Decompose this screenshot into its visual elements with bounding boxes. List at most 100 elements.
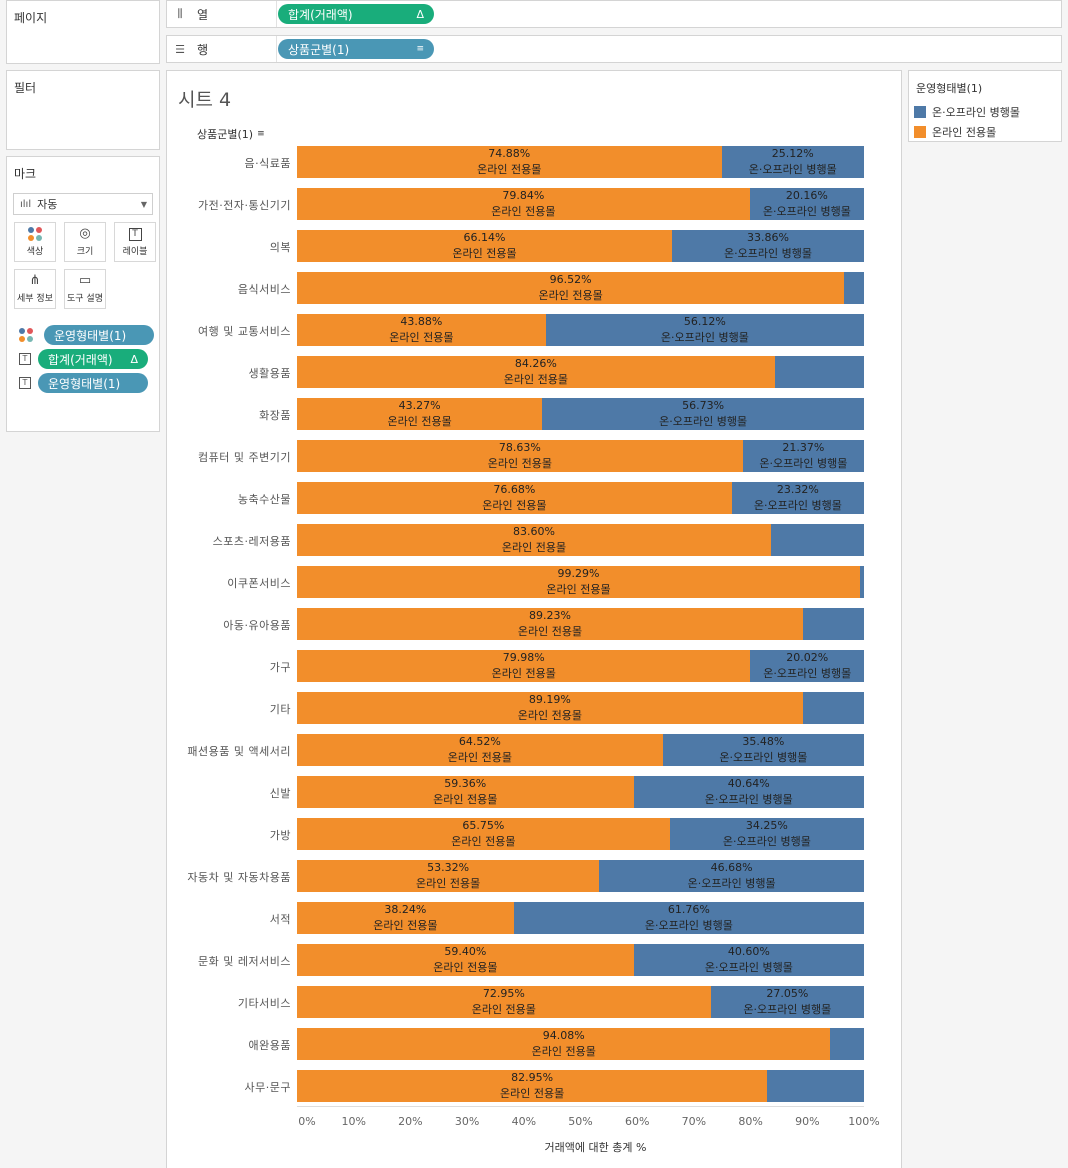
bar-hybrid[interactable]: [859, 566, 864, 598]
bar-online[interactable]: [297, 272, 845, 304]
label-type-pill[interactable]: 운영형태별(1): [38, 373, 148, 393]
pages-panel[interactable]: 페이지: [6, 0, 160, 64]
bar-hybrid[interactable]: [542, 398, 864, 430]
bar-hybrid[interactable]: [844, 272, 864, 304]
category-label[interactable]: 여행 및 교통서비스: [198, 325, 291, 338]
bar-hybrid-label: 20.16% 온·오프라인 병행몰: [762, 189, 851, 218]
bar-online[interactable]: [297, 818, 670, 850]
category-label[interactable]: 기타서비스: [237, 997, 291, 1010]
category-label[interactable]: 신발: [269, 787, 291, 800]
category-label[interactable]: 음식서비스: [237, 283, 291, 296]
bar-online[interactable]: [297, 650, 751, 682]
category-label[interactable]: 애완용품: [248, 1039, 291, 1052]
legend-item-online[interactable]: 온라인 전용몰: [914, 124, 996, 140]
bar-hybrid[interactable]: [633, 944, 864, 976]
bar-hybrid[interactable]: [742, 440, 864, 472]
bar-online[interactable]: [297, 524, 771, 556]
tooltip-button[interactable]: ▭ 도구 설명: [64, 269, 106, 309]
bar-hybrid[interactable]: [669, 818, 864, 850]
category-label[interactable]: 가전·전자·통신기기: [198, 199, 291, 212]
bar-online[interactable]: [297, 482, 732, 514]
columns-pill[interactable]: 합계(거래액) Δ: [278, 4, 434, 24]
category-label[interactable]: 화장품: [259, 409, 291, 422]
columns-shelf[interactable]: ⫼ 열 합계(거래액) Δ: [166, 0, 1062, 28]
bar-online[interactable]: [297, 230, 672, 262]
category-label[interactable]: 기타: [269, 703, 291, 716]
bar-hybrid[interactable]: [513, 902, 864, 934]
rows-pill[interactable]: 상품군별(1) ≡: [278, 39, 434, 59]
bar-online[interactable]: [297, 398, 543, 430]
rows-shelf[interactable]: ☰ 행 상품군별(1) ≡: [166, 35, 1062, 63]
category-label[interactable]: 스포츠·레저용품: [212, 535, 291, 548]
row-header[interactable]: 상품군별(1) ≡: [197, 126, 265, 142]
bar-online[interactable]: [297, 776, 634, 808]
bar-online[interactable]: [297, 902, 514, 934]
bar-hybrid[interactable]: [599, 860, 864, 892]
bar-online[interactable]: [297, 860, 600, 892]
legend-label-online: 온라인 전용몰: [932, 126, 997, 139]
mark-type-dropdown[interactable]: ılıl 자동 ▼: [13, 193, 153, 215]
bar-hybrid[interactable]: [545, 314, 864, 346]
bar-online-label: 66.14% 온라인 전용몰: [452, 231, 517, 260]
bar-hybrid[interactable]: [710, 986, 864, 1018]
label-sum-pill[interactable]: 합계(거래액) Δ: [38, 349, 148, 369]
detail-button[interactable]: ⋔ 세부 정보: [14, 269, 56, 309]
bar-hybrid[interactable]: [767, 1070, 864, 1102]
category-label[interactable]: 생활용품: [248, 367, 291, 380]
color-field-label: 운영형태별(1): [54, 328, 127, 343]
sort-icon[interactable]: ≡: [416, 44, 424, 54]
bar-online[interactable]: [297, 1070, 768, 1102]
category-label[interactable]: 의복: [269, 241, 291, 254]
category-label[interactable]: 아동·유아용품: [223, 619, 291, 632]
label-button[interactable]: T 레이블: [114, 222, 156, 262]
category-label[interactable]: 문화 및 레저서비스: [198, 955, 291, 968]
category-label[interactable]: 농축수산물: [237, 493, 291, 506]
bar-hybrid[interactable]: [662, 734, 864, 766]
bar-online[interactable]: [297, 440, 743, 472]
size-button[interactable]: ◎ 크기: [64, 222, 106, 262]
category-label[interactable]: 음·식료품: [244, 157, 291, 170]
bar-hybrid[interactable]: [774, 356, 864, 388]
bar-hybrid[interactable]: [721, 146, 864, 178]
category-label[interactable]: 사무·문구: [244, 1081, 291, 1094]
bar-hybrid[interactable]: [749, 188, 864, 220]
bar-online[interactable]: [297, 1028, 831, 1060]
sort-icon[interactable]: ≡: [257, 129, 265, 139]
bar-online[interactable]: [297, 566, 860, 598]
bar-online[interactable]: [297, 986, 711, 1018]
bar-online[interactable]: [297, 146, 722, 178]
color-button[interactable]: 색상: [14, 222, 56, 262]
bar-hybrid[interactable]: [633, 776, 864, 808]
filters-panel[interactable]: 필터: [6, 70, 160, 150]
detail-icon: ⋔: [29, 273, 41, 288]
bar-hybrid[interactable]: [672, 230, 864, 262]
category-label[interactable]: 서적: [269, 913, 291, 926]
bar-online[interactable]: [297, 314, 546, 346]
category-label[interactable]: 이쿠폰서비스: [227, 577, 291, 590]
bar-online[interactable]: [297, 188, 750, 220]
bar-hybrid[interactable]: [830, 1028, 864, 1060]
bar-online[interactable]: [297, 734, 663, 766]
legend-item-hybrid[interactable]: 온·오프라인 병행몰: [914, 104, 1020, 120]
bar-hybrid[interactable]: [802, 692, 864, 724]
category-label[interactable]: 컴퓨터 및 주변기기: [198, 451, 291, 464]
bar-online-label: 79.98% 온라인 전용몰: [491, 651, 556, 680]
category-label[interactable]: 가방: [269, 829, 291, 842]
bar-online[interactable]: [297, 692, 803, 724]
bar-hybrid[interactable]: [802, 608, 864, 640]
bar-online-label: 59.40% 온라인 전용몰: [433, 945, 498, 974]
bar-online[interactable]: [297, 608, 803, 640]
category-label[interactable]: 가구: [269, 661, 291, 674]
category-label[interactable]: 자동차 및 자동차용품: [187, 871, 291, 884]
bar-online-label: 84.26% 온라인 전용몰: [503, 357, 568, 386]
bar-hybrid[interactable]: [771, 524, 864, 556]
bar-hybrid-label: 20.02% 온·오프라인 병행몰: [763, 651, 852, 680]
x-tick-label: 60%: [624, 1115, 650, 1128]
bar-hybrid[interactable]: [750, 650, 864, 682]
color-field-pill[interactable]: 운영형태별(1): [44, 325, 154, 345]
category-label[interactable]: 패션용품 및 액세서리: [187, 745, 291, 758]
bar-hybrid[interactable]: [731, 482, 864, 514]
legend-panel[interactable]: 운영형태별(1) 온·오프라인 병행몰 온라인 전용몰: [908, 70, 1062, 142]
bar-online[interactable]: [297, 944, 634, 976]
bar-online[interactable]: [297, 356, 775, 388]
